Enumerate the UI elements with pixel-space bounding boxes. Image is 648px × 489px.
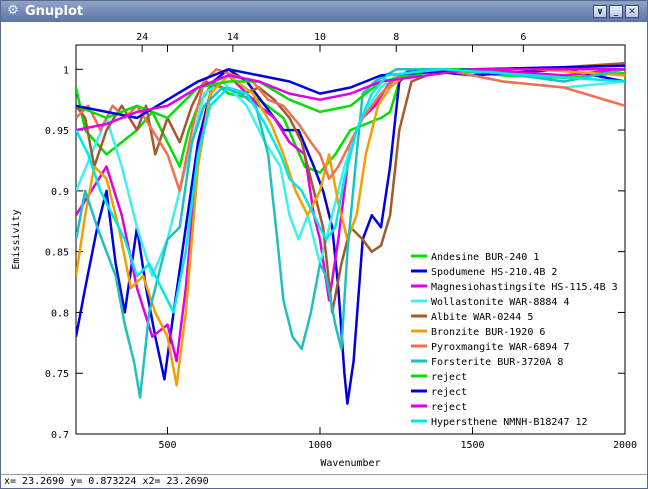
- y-tick-label: 0.9: [51, 187, 69, 198]
- series-line-8: [76, 68, 625, 399]
- legend-label: Forsterite BUR-3720A 8: [431, 357, 563, 368]
- x2-tick-label: 8: [393, 32, 399, 43]
- legend-label: Pyroxmangite WAR-6894 7: [431, 342, 569, 353]
- legend-label: Bronzite BUR-1920 6: [431, 327, 545, 338]
- x2-tick-label: 24: [136, 32, 148, 43]
- x-tick-label: 2000: [613, 440, 637, 451]
- legend-label: Wollastonite WAR-8884 4: [431, 297, 569, 308]
- emissivity-chart: 500 1000 1500 2000 24 14 10 8 6 0.7 0.75 0.8 0.85 0.9…: [11, 32, 637, 469]
- legend-label: Andesine BUR-240 1: [431, 252, 539, 263]
- legend-label: reject: [431, 372, 467, 383]
- series-line-12: [76, 68, 625, 314]
- y-tick-label: 0.75: [45, 369, 69, 380]
- window-title: Gnuplot: [25, 4, 84, 19]
- y-tick-label: 0.8: [51, 308, 69, 319]
- title-bar[interactable]: ⚙ Gnuplot ∨ _ ✕: [1, 1, 647, 22]
- minimize-button[interactable]: _: [609, 5, 623, 18]
- x2-tick-label: 14: [227, 32, 239, 43]
- x2-tick-label: 10: [314, 32, 326, 43]
- y-tick-label: 1: [63, 65, 69, 76]
- series-line-5: [76, 61, 625, 314]
- y-tick-label: 0.95: [45, 126, 69, 137]
- series-line-2: [76, 68, 625, 405]
- series-line-4: [76, 68, 625, 278]
- series-line-6: [76, 68, 625, 387]
- x-tick-label: 1500: [460, 440, 484, 451]
- close-button[interactable]: ✕: [625, 5, 639, 18]
- legend-label: Magnesiohastingsite HS-115.4B 3: [431, 282, 618, 293]
- legend-label: Albite WAR-0244 5: [431, 312, 533, 323]
- y-tick-label: 0.7: [51, 430, 69, 441]
- legend-label: reject: [431, 402, 467, 413]
- y-axis-label: Emissivity: [11, 209, 22, 269]
- y-tick-label: 0.85: [45, 248, 69, 259]
- legend-label: Hypersthene NMNH-B18247 12: [431, 417, 588, 428]
- series-line-7: [76, 68, 625, 193]
- legend-label: Spodumene HS-210.4B 2: [431, 267, 557, 278]
- x-axis-label: Wavenumber: [320, 458, 380, 469]
- x2-tick-label: 6: [520, 32, 526, 43]
- series-line-10: [76, 64, 625, 120]
- x-tick-label: 1000: [308, 440, 332, 451]
- plot-area[interactable]: 500 1000 1500 2000 24 14 10 8 6 0.7 0.75 0.8 0.85 0.9…: [1, 22, 647, 474]
- menu-button[interactable]: ∨: [593, 5, 607, 18]
- status-bar: x= 23.2690 y= 0.873224 x2= 23.2690: [1, 474, 647, 488]
- x-tick-label: 500: [158, 440, 176, 451]
- gear-icon: ⚙: [7, 3, 19, 18]
- legend-label: reject: [431, 387, 467, 398]
